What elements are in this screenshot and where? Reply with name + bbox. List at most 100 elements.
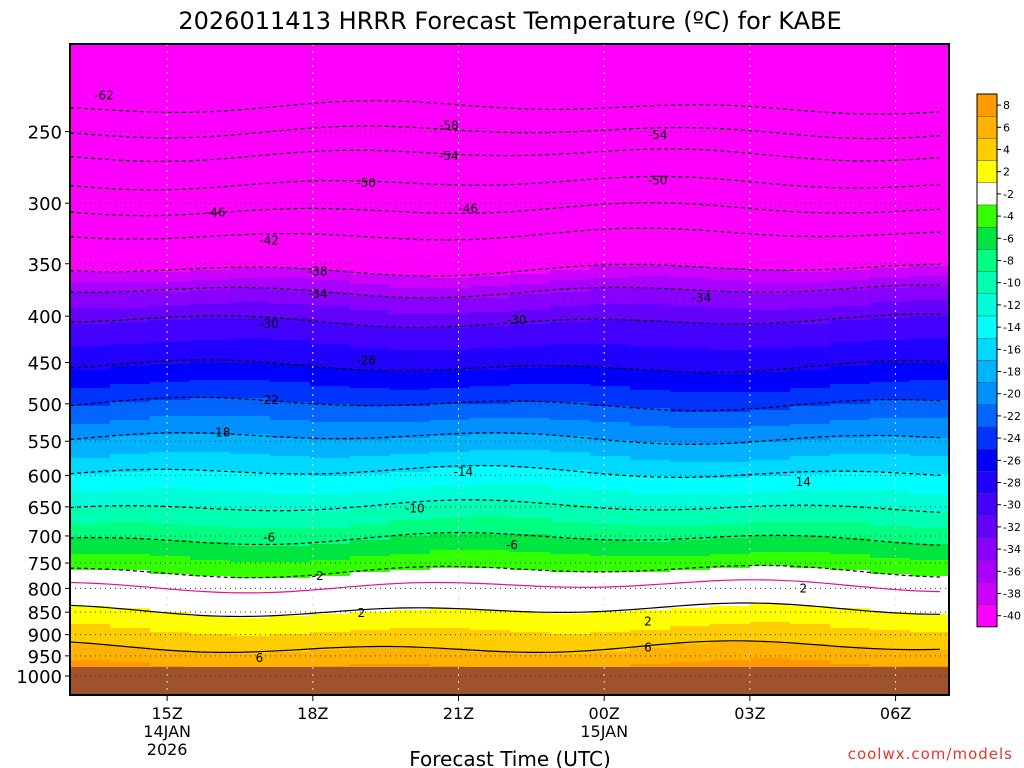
temperature-band [670,194,711,197]
temperature-band [350,460,391,463]
temperature-band [230,144,271,147]
temperature-band [230,492,271,495]
temperature-band [790,98,831,101]
temperature-band [510,102,551,105]
temperature-band [270,52,311,55]
temperature-band [70,208,111,211]
temperature-band [630,386,671,389]
temperature-band [830,490,871,493]
temperature-band [590,68,631,71]
temperature-band [630,332,671,335]
temperature-band [550,118,591,121]
temperature-band [310,56,351,59]
temperature-band [270,374,311,377]
temperature-band [270,422,311,425]
temperature-band [670,488,711,491]
temperature-band [110,186,151,189]
temperature-band [910,132,949,135]
temperature-band [870,94,911,97]
temperature-band [150,454,191,457]
temperature-band [910,344,949,347]
temperature-band [310,222,351,225]
temperature-band [750,428,791,431]
temperature-band [270,192,311,195]
temperature-band [150,248,191,251]
temperature-band [350,258,391,261]
temperature-band [390,212,431,215]
temperature-band [190,416,231,419]
temperature-band [670,296,711,299]
temperature-band [70,284,111,287]
temperature-band [470,336,511,339]
temperature-band [70,322,111,325]
temperature-band [590,280,631,283]
temperature-band [270,124,311,127]
temperature-band [310,310,351,313]
temperature-band [830,448,871,451]
temperature-band [750,318,791,321]
temperature-band [230,92,271,95]
temperature-band [270,216,311,219]
temperature-band [350,480,391,483]
temperature-band [550,246,591,249]
temperature-band [430,460,471,463]
temperature-band [230,204,271,207]
temperature-band [510,394,551,397]
temperature-band [270,332,311,335]
temperature-band [270,46,311,49]
temperature-band [390,356,431,359]
temperature-band [190,256,231,259]
temperature-band [630,150,671,153]
temperature-band [430,144,471,147]
temperature-band [630,346,671,349]
temperature-band [430,426,471,429]
temperature-band [390,484,431,487]
temperature-band [670,124,711,127]
temperature-band [710,54,751,57]
temperature-band [310,322,351,325]
temperature-band [510,402,551,405]
temperature-band [230,294,271,297]
temperature-band [630,250,671,253]
temperature-band [710,274,751,277]
temperature-band [910,324,949,327]
temperature-band [750,122,791,125]
temperature-band [670,152,711,155]
temperature-band [310,364,351,367]
temperature-band [310,108,351,111]
temperature-band [350,74,391,77]
temperature-band [630,302,671,305]
temperature-band [790,46,831,49]
temperature-band [750,424,791,427]
temperature-band [470,204,511,207]
temperature-band [550,234,591,237]
temperature-band [390,410,431,413]
temperature-band [510,94,551,97]
temperature-band [310,196,351,199]
temperature-band [830,104,871,107]
temperature-band [710,102,751,105]
temperature-band [270,462,311,465]
temperature-band [830,276,871,279]
temperature-band [510,226,551,229]
temperature-band [70,192,111,195]
temperature-band [710,458,751,461]
temperature-band [550,334,591,337]
temperature-band [110,370,151,373]
temperature-band [390,394,431,397]
temperature-band [910,236,949,239]
temperature-band [710,66,751,69]
temperature-band [110,456,151,459]
temperature-band [750,394,791,397]
temperature-band [910,118,949,121]
temperature-band [70,148,111,151]
temperature-band [830,442,871,445]
temperature-band [790,110,831,113]
temperature-band [470,352,511,355]
temperature-band [310,276,351,279]
temperature-band [550,294,591,297]
temperature-band [590,334,631,337]
temperature-band [270,236,311,239]
temperature-band [870,466,911,469]
temperature-band [110,308,151,311]
